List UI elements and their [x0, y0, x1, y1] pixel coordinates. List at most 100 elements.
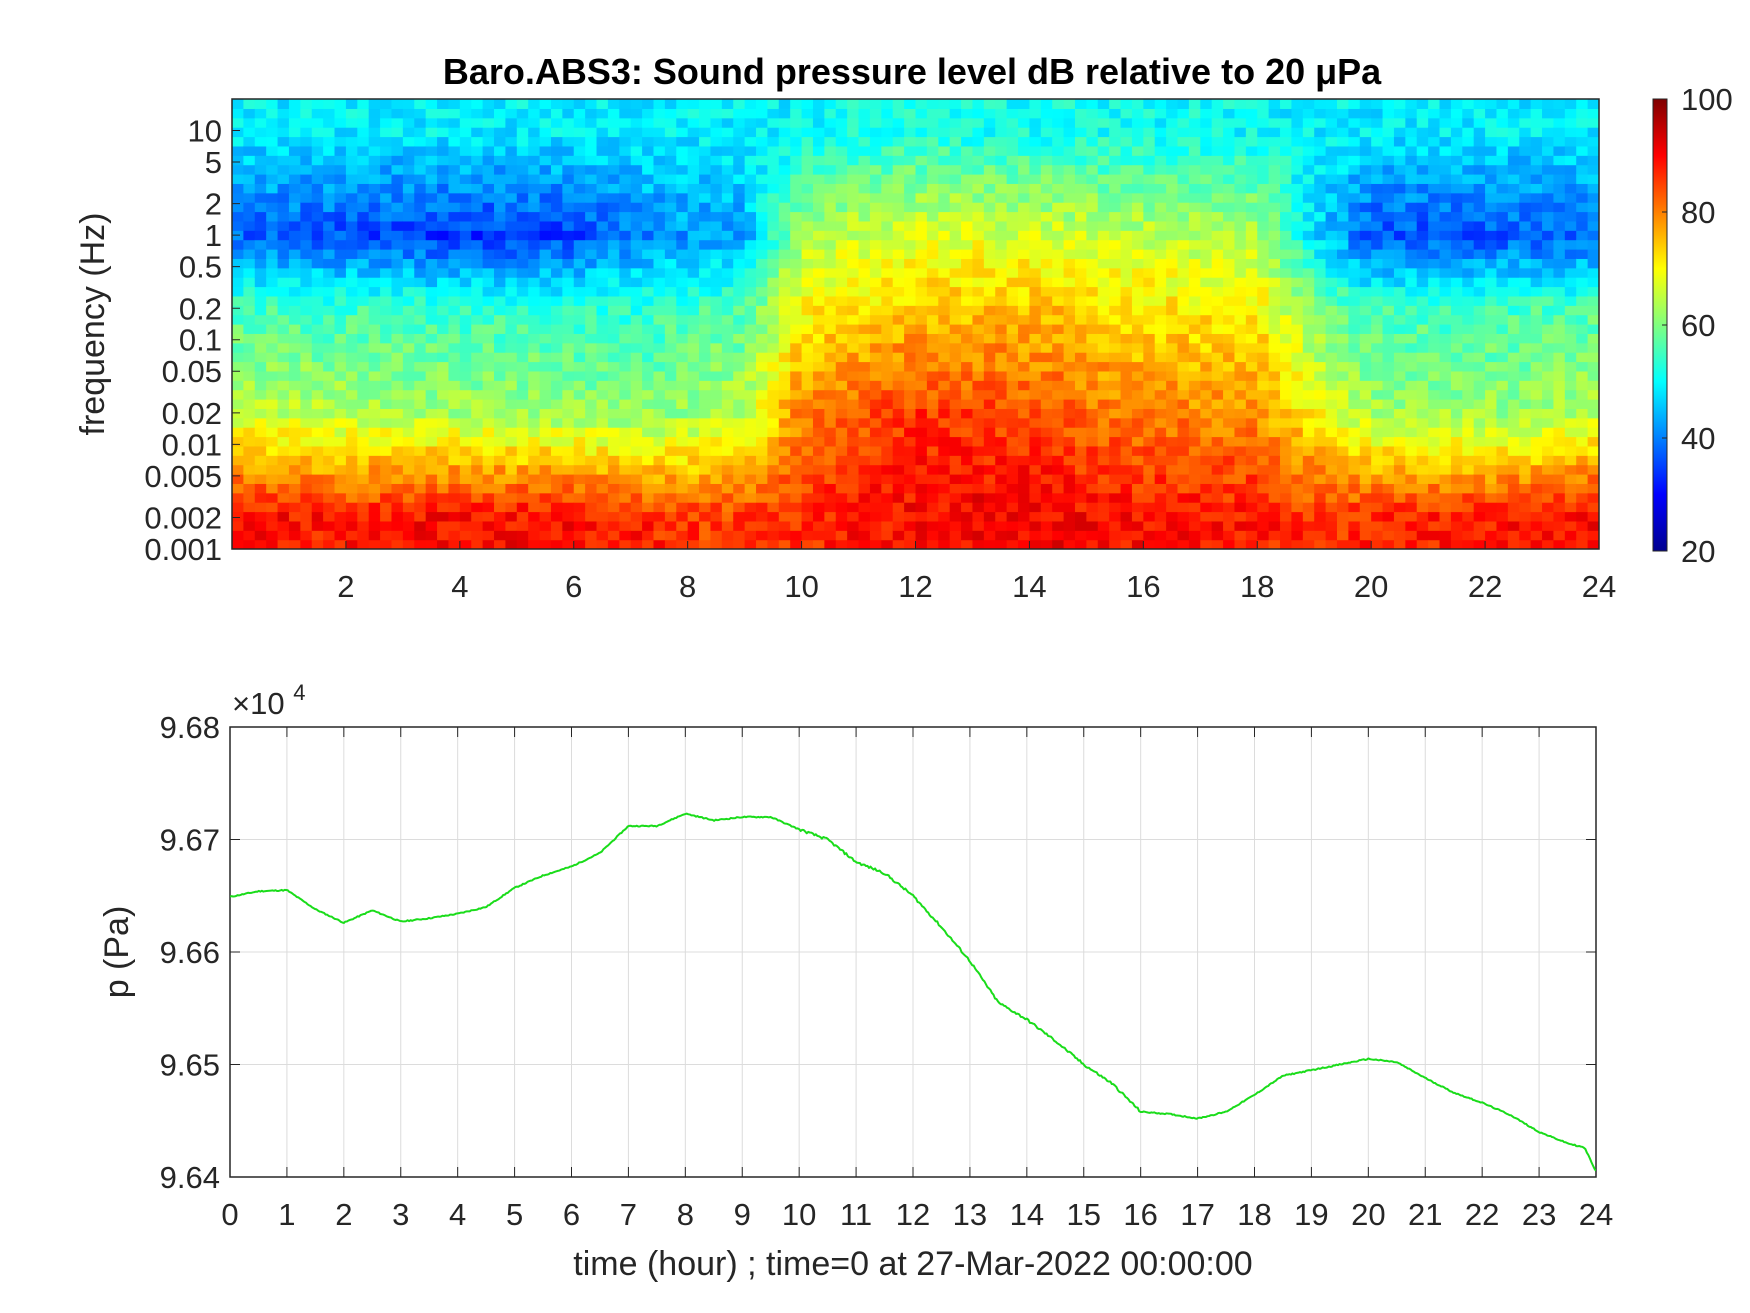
spectrogram-cell — [482, 117, 495, 128]
spectrogram-cell — [539, 445, 552, 456]
spectrogram-cell — [892, 99, 905, 109]
spectrogram-cell — [1336, 211, 1349, 222]
spectrogram-cell — [448, 136, 461, 147]
spectrogram-cell — [323, 239, 336, 250]
spectrogram-cell — [414, 305, 427, 316]
spectrogram-cell — [266, 408, 279, 419]
spectrogram-cell — [425, 511, 438, 522]
spectrogram-cell — [790, 220, 803, 231]
spectrogram-cell — [835, 277, 848, 288]
spectrogram-cell — [459, 380, 472, 391]
spectrogram-cell — [790, 399, 803, 409]
spectrogram-cell — [1052, 483, 1065, 494]
spectrogram-cell — [528, 427, 541, 438]
spectrogram-cell — [1018, 333, 1031, 344]
spectrogram-cell — [824, 399, 837, 409]
spectrogram-cell — [824, 464, 837, 475]
spectrogram-cell — [1405, 136, 1418, 147]
spectrogram-cell — [653, 408, 666, 419]
spectrogram-cell — [1223, 258, 1236, 269]
spectrogram-cell — [334, 230, 347, 241]
spectrogram-cell — [1154, 286, 1167, 297]
spectrogram-cell — [266, 474, 279, 484]
spectrogram-cell — [1291, 117, 1304, 128]
spectrogram-cell — [847, 436, 860, 447]
spectrogram-cell — [1018, 530, 1031, 541]
spectrogram-cell — [767, 174, 780, 184]
spectrogram-cell — [915, 474, 928, 484]
spectrogram-cell — [266, 417, 279, 428]
spectrogram-cell — [949, 389, 962, 400]
spectrogram-cell — [824, 277, 837, 288]
spectrogram-cell — [904, 417, 917, 428]
spectrogram-cell — [710, 352, 723, 363]
spectrogram-cell — [756, 202, 769, 213]
spectrogram-cell — [232, 99, 244, 109]
spectrogram-cell — [1200, 183, 1213, 194]
spectrogram-cell — [1109, 277, 1122, 288]
spectrogram-cell — [232, 483, 244, 494]
spectrogram-cell — [1074, 99, 1087, 109]
spectrogram-cell — [288, 211, 301, 222]
spectrogram-cell — [357, 249, 370, 259]
spectrogram-cell — [858, 399, 871, 409]
spectrogram-cell — [323, 445, 336, 456]
spectrogram-cell — [926, 99, 939, 109]
spectrogram-cell — [539, 539, 552, 549]
spectrogram-cell — [277, 202, 290, 213]
spectrogram-cell — [528, 286, 541, 297]
spectrogram-cell — [459, 314, 472, 325]
spectrogram-cell — [1393, 520, 1406, 531]
spectrogram-cell — [983, 520, 996, 531]
spectrogram-cell — [254, 427, 267, 438]
spectrogram-cell — [607, 511, 620, 522]
spectrogram-cell — [243, 408, 256, 419]
spectrogram-cell — [516, 99, 529, 109]
spectrogram-cell — [311, 370, 324, 381]
spectrogram-cell — [607, 492, 620, 503]
spectrogram-cell — [801, 220, 814, 231]
spectrogram-cell — [1314, 408, 1327, 419]
spectrogram-cell — [972, 267, 985, 278]
spectrogram-cell — [391, 464, 404, 475]
spectrogram-cell — [550, 370, 563, 381]
spectrogram-cell — [254, 183, 267, 194]
spectrogram-cell — [1245, 305, 1258, 316]
spectrogram-cell — [1325, 258, 1338, 269]
spectrogram-cell — [1052, 502, 1065, 513]
spectrogram-cell — [1097, 455, 1110, 466]
spectrogram-cell — [767, 511, 780, 522]
spectrogram-cell — [1280, 99, 1293, 109]
spectrogram-cell — [482, 436, 495, 447]
spectrogram-cell — [1348, 230, 1361, 241]
spectrogram-cell — [858, 183, 871, 194]
spectrogram-cell — [345, 474, 358, 484]
spectrogram-cell — [881, 295, 894, 306]
spectrogram-cell — [869, 192, 882, 203]
spectrogram-cell — [1302, 155, 1315, 166]
spectrogram-cell — [1245, 530, 1258, 541]
spectrogram-cell — [676, 436, 689, 447]
spectrogram-cell — [539, 211, 552, 222]
spectrogram-cell — [721, 530, 734, 541]
spectrogram-cell — [448, 108, 461, 119]
spectrogram-cell — [1200, 474, 1213, 484]
spectrogram-cell — [687, 286, 700, 297]
spectrogram-cell — [1257, 267, 1270, 278]
spectrogram-cell — [1029, 174, 1042, 184]
spectrogram-cell — [835, 333, 848, 344]
spectrogram-cell — [345, 511, 358, 522]
spectrogram-cell — [1109, 492, 1122, 503]
spectrogram-cell — [1405, 220, 1418, 231]
spectrogram-cell — [596, 305, 609, 316]
spectrogram-cell — [585, 380, 598, 391]
spectrogram-cell — [414, 427, 427, 438]
spectrogram-cell — [254, 483, 267, 494]
spectrogram-cell — [858, 286, 871, 297]
spectrogram-cell — [1393, 192, 1406, 203]
spectrogram-cell — [368, 220, 381, 231]
spectrogram-cell — [1120, 352, 1133, 363]
spectrogram-cell — [300, 483, 313, 494]
spectrogram-cell — [288, 267, 301, 278]
spectrogram-cell — [949, 145, 962, 156]
